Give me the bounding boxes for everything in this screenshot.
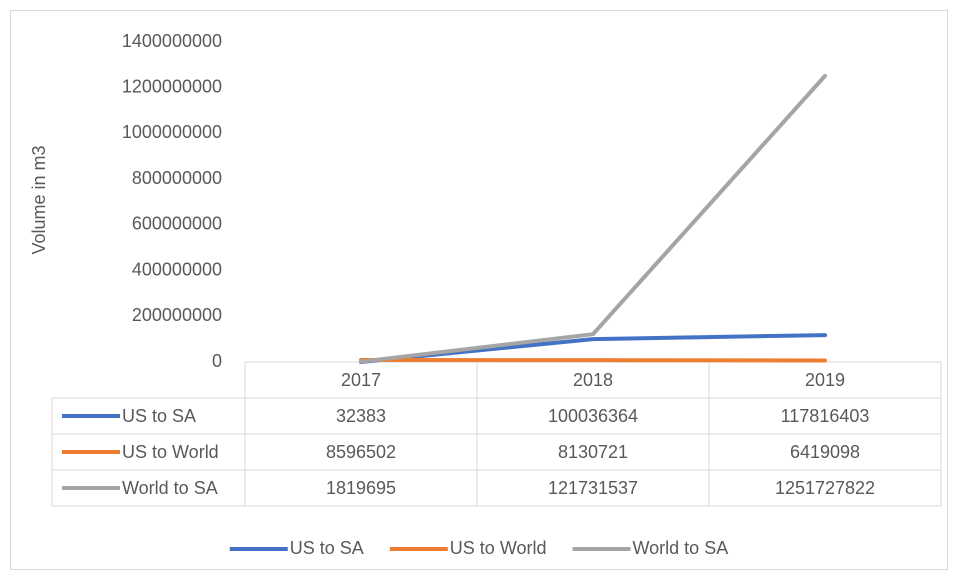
x-tick-label: 2017 [341, 370, 381, 390]
y-tick-label: 0 [212, 351, 222, 371]
table-value: 1819695 [326, 478, 396, 498]
x-tick-label: 2018 [573, 370, 613, 390]
row-label: US to World [122, 442, 219, 462]
y-tick-label: 800000000 [132, 168, 222, 188]
legend-label: US to World [450, 538, 547, 558]
table-value: 6419098 [790, 442, 860, 462]
legend-label: US to SA [290, 538, 364, 558]
table-value: 117816403 [781, 406, 870, 426]
y-tick-label: 1200000000 [122, 76, 222, 96]
row-label: World to SA [122, 478, 218, 498]
y-tick-label: 200000000 [132, 305, 222, 325]
x-tick-label: 2019 [805, 370, 845, 390]
table-value: 8130721 [558, 442, 628, 462]
table-value: 100036364 [548, 406, 638, 426]
table-value: 8596502 [326, 442, 396, 462]
table-value: 32383 [336, 406, 386, 426]
y-tick-label: 400000000 [132, 259, 222, 279]
y-tick-label: 1000000000 [122, 122, 222, 142]
table-value: 1251727822 [775, 478, 875, 498]
legend-label: World to SA [633, 538, 729, 558]
table-value: 121731537 [548, 478, 638, 498]
y-tick-label: 600000000 [132, 214, 222, 234]
row-label: US to SA [122, 406, 196, 426]
y-axis-title: Volume in m3 [29, 145, 49, 254]
y-tick-label: 1400000000 [122, 31, 222, 51]
